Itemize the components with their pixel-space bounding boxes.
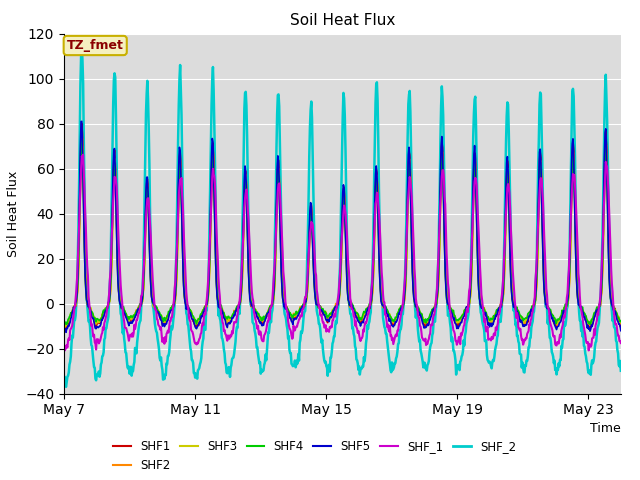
SHF2 [60,322,68,328]
SHF_1 [174,212,182,218]
SHF3 [125,319,132,325]
SHF5 [174,192,182,198]
SHF1 [486,321,494,326]
SHF3 [350,305,358,311]
SHF_1 [487,337,495,343]
SHF_1 [125,338,132,344]
SHF5 [487,320,495,326]
Line: SHF5: SHF5 [64,121,621,332]
SHF_2 [137,318,145,324]
SHF2 [125,317,132,323]
Text: Time: Time [590,422,621,435]
SHF2 [350,307,358,312]
SHF_1 [61,348,68,353]
SHF1 [349,306,357,312]
SHF1 [173,240,181,245]
SHF3 [60,320,68,325]
SHF5 [137,303,145,309]
Line: SHF4: SHF4 [64,140,621,324]
SHF2 [78,132,86,138]
SHF2 [487,317,495,323]
SHF2 [617,321,625,326]
Line: SHF_2: SHF_2 [64,46,621,387]
SHF4 [350,306,358,312]
SHF4 [60,318,68,324]
SHF4 [125,316,132,322]
SHF_1 [617,340,625,346]
SHF1 [617,324,625,329]
SHF3 [78,139,86,144]
SHF_2 [60,374,68,380]
Y-axis label: Soil Heat Flux: Soil Heat Flux [6,170,20,257]
SHF1 [396,307,404,313]
SHF3 [487,318,495,324]
SHF4 [78,137,86,143]
SHF5 [397,306,404,312]
SHF3 [137,301,145,307]
SHF_2 [617,368,625,373]
SHF5 [617,328,625,334]
SHF_2 [487,363,495,369]
SHF4 [397,303,404,309]
SHF3 [61,324,69,330]
SHF4 [617,318,625,324]
SHF_2 [62,384,70,390]
Line: SHF1: SHF1 [64,123,621,329]
SHF1 [136,303,143,309]
SHF4 [63,322,70,327]
SHF_1 [60,341,68,347]
SHF_2 [397,326,404,332]
SHF3 [617,319,625,325]
SHF1 [78,120,86,126]
SHF_2 [78,43,86,49]
Line: SHF3: SHF3 [64,142,621,327]
Title: Soil Heat Flux: Soil Heat Flux [290,13,395,28]
SHF2 [397,304,404,310]
SHF_2 [350,331,358,337]
SHF5 [62,329,70,335]
SHF2 [174,226,182,231]
SHF1 [124,319,132,324]
SHF5 [125,323,132,328]
Line: SHF_1: SHF_1 [64,155,621,350]
SHF_1 [79,152,87,157]
SHF_2 [125,364,132,370]
Text: TZ_fmet: TZ_fmet [67,39,124,52]
SHF_1 [137,301,145,307]
SHF3 [397,305,404,311]
Line: SHF2: SHF2 [64,135,621,326]
SHF4 [487,315,495,321]
SHF5 [78,119,86,124]
SHF4 [174,210,182,216]
SHF_1 [397,312,404,318]
SHF_1 [350,313,358,319]
SHF5 [350,308,358,314]
SHF_2 [174,138,182,144]
SHF5 [60,325,68,331]
SHF2 [61,323,68,329]
SHF4 [137,303,145,309]
Legend: SHF1, SHF2, SHF3, SHF4, SHF5, SHF_1, SHF_2: SHF1, SHF2, SHF3, SHF4, SHF5, SHF_1, SHF… [108,435,521,477]
SHF3 [174,223,182,229]
SHF2 [137,301,145,307]
SHF1 [60,326,68,332]
